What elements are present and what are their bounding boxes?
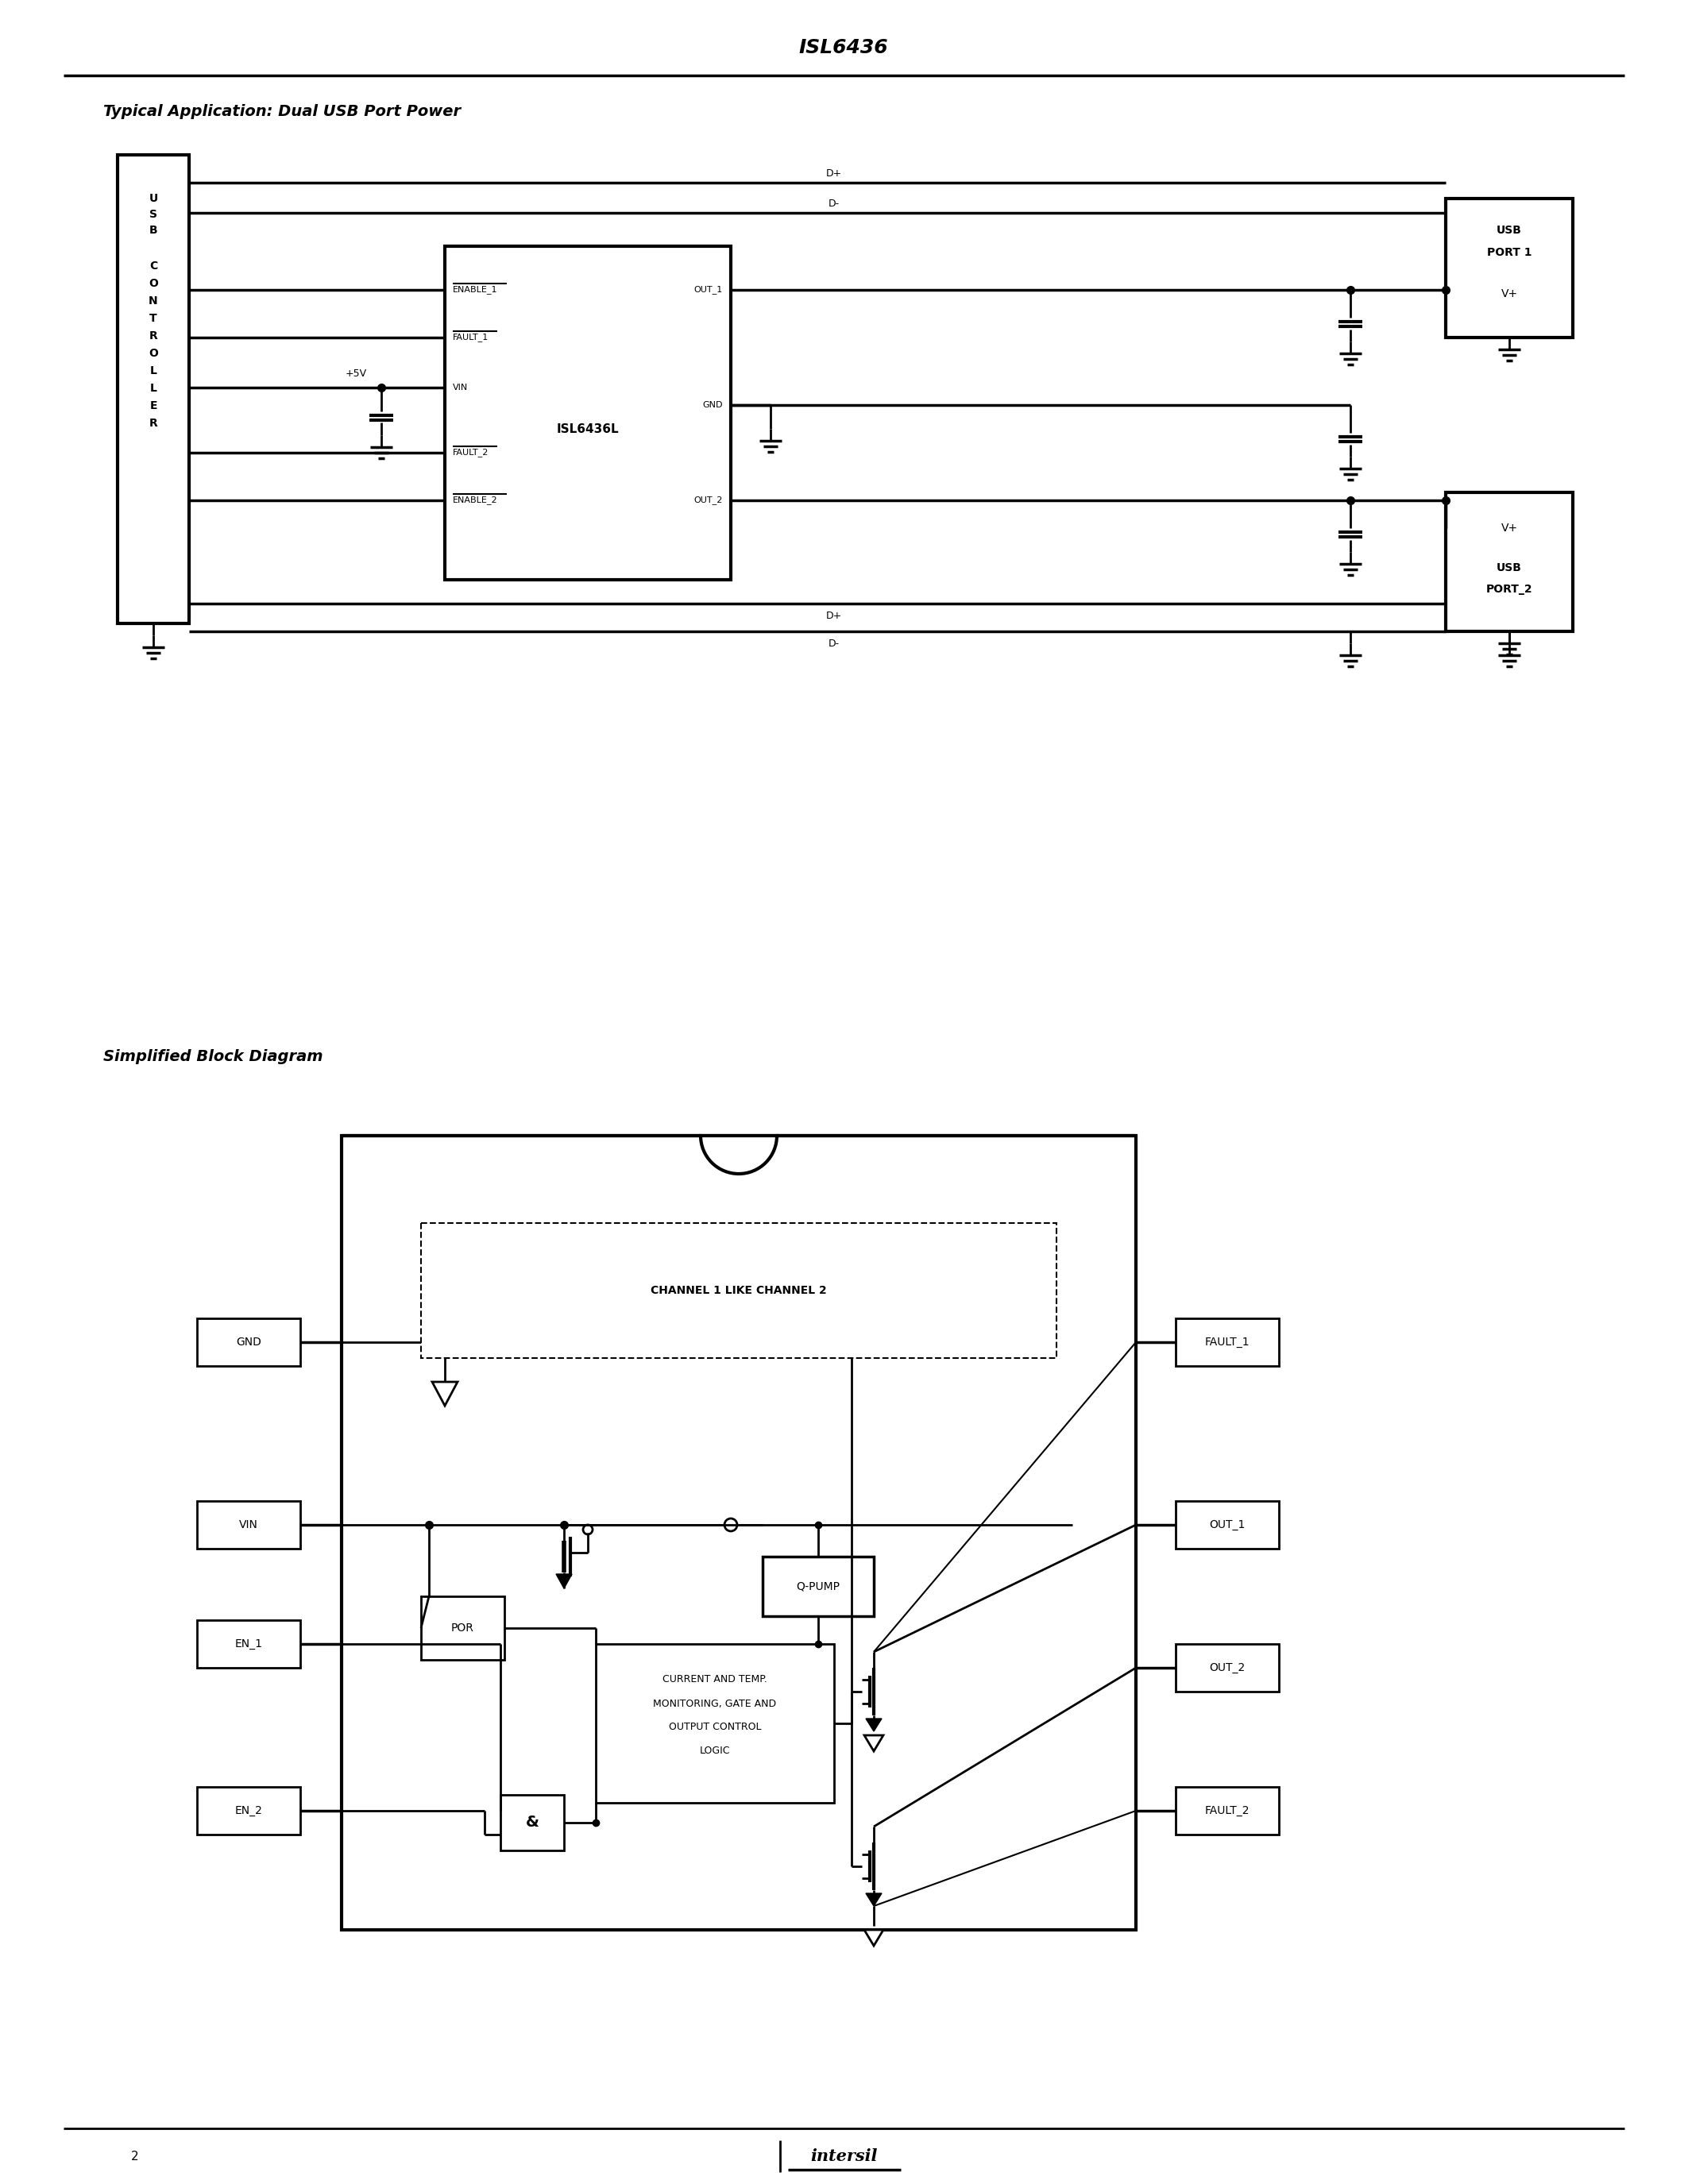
Polygon shape [864,1931,883,1946]
Text: OUT_1: OUT_1 [694,286,722,295]
Wedge shape [701,1136,776,1173]
Text: VIN: VIN [452,384,468,391]
Polygon shape [866,1719,881,1732]
Text: O: O [149,347,159,358]
Text: C: C [149,260,157,271]
Text: OUT_2: OUT_2 [1209,1662,1246,1673]
Text: ISL6436: ISL6436 [798,37,888,57]
Bar [1175,1500,1280,1548]
Text: B: B [149,225,157,236]
Text: VIN: VIN [240,1520,258,1531]
Polygon shape [866,1894,881,1907]
Text: ENABLE_1: ENABLE_1 [452,286,498,295]
Text: LOGIC: LOGIC [699,1745,731,1756]
Bar [1445,199,1573,339]
Text: FAULT_2: FAULT_2 [1205,1806,1249,1817]
Text: R: R [149,330,157,341]
Text: V+: V+ [1501,522,1518,533]
Bar [197,1787,300,1835]
Text: &: & [525,1815,538,1830]
Text: D-: D- [829,199,839,207]
Bar [420,1223,1057,1358]
Text: D+: D+ [825,168,842,179]
Text: ISL6436L: ISL6436L [557,424,619,435]
Text: PORT_2: PORT_2 [1485,583,1533,594]
Bar [1445,491,1573,631]
Bar [420,1597,505,1660]
Text: GND: GND [702,402,722,408]
Text: O: O [149,277,159,288]
Bar [500,1795,564,1850]
Bar [1175,1319,1280,1365]
Text: OUT_2: OUT_2 [694,496,722,505]
Text: D+: D+ [825,609,842,620]
Text: E: E [150,400,157,411]
Text: Q-PUMP: Q-PUMP [797,1581,841,1592]
Text: D-: D- [829,638,839,649]
Text: V+: V+ [1501,288,1518,299]
Bar [118,155,189,622]
Text: GND: GND [236,1337,262,1348]
Text: EN_2: EN_2 [235,1806,263,1817]
Bar [1175,1645,1280,1693]
Polygon shape [864,1736,883,1752]
Text: U: U [149,192,157,203]
Text: T: T [150,312,157,323]
Text: FAULT_2: FAULT_2 [452,448,490,456]
Text: OUT_1: OUT_1 [1209,1520,1246,1531]
Bar [197,1621,300,1669]
Text: L: L [150,382,157,393]
Bar [596,1645,834,1802]
Bar [1175,1787,1280,1835]
Text: CHANNEL 1 LIKE CHANNEL 2: CHANNEL 1 LIKE CHANNEL 2 [650,1284,827,1295]
Polygon shape [432,1382,457,1406]
Bar [763,1557,874,1616]
Bar [341,1136,1136,1931]
Polygon shape [555,1575,572,1588]
Text: S: S [149,210,157,221]
Bar [197,1500,300,1548]
Text: EN_1: EN_1 [235,1638,263,1649]
Text: PORT 1: PORT 1 [1487,247,1531,258]
Text: CURRENT AND TEMP.: CURRENT AND TEMP. [663,1675,768,1684]
Text: FAULT_1: FAULT_1 [452,334,490,343]
Bar [197,1319,300,1365]
Text: USB: USB [1497,561,1523,574]
Bar [446,247,731,579]
Text: USB: USB [1497,225,1523,236]
Text: MONITORING, GATE AND: MONITORING, GATE AND [653,1699,776,1708]
Text: OUTPUT CONTROL: OUTPUT CONTROL [668,1723,761,1732]
Text: +5V: +5V [346,369,366,378]
Text: N: N [149,295,159,306]
Text: 2: 2 [132,2151,138,2162]
Text: POR: POR [451,1623,474,1634]
Text: L: L [150,365,157,376]
Text: intersil: intersil [810,2149,878,2164]
Text: ENABLE_2: ENABLE_2 [452,496,498,505]
Text: Typical Application: Dual USB Port Power: Typical Application: Dual USB Port Power [103,103,461,118]
Text: Simplified Block Diagram: Simplified Block Diagram [103,1048,322,1064]
Text: R: R [149,417,157,428]
Text: FAULT_1: FAULT_1 [1205,1337,1249,1348]
